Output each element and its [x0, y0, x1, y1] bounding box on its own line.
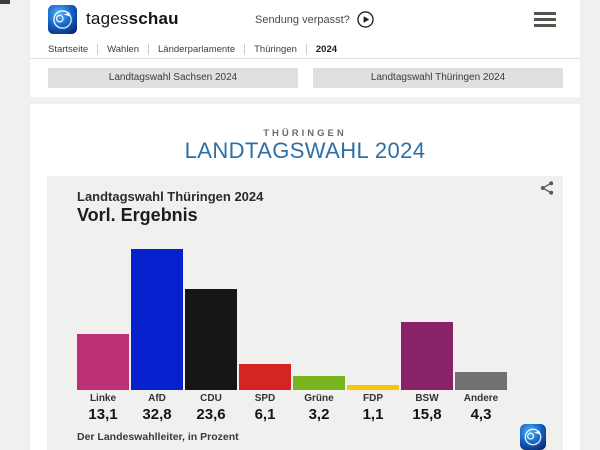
brand-regular: tages — [86, 9, 129, 28]
party-value: 6,1 — [254, 406, 276, 423]
tagesschau-logo-icon[interactable] — [48, 5, 77, 34]
breadcrumb-item-laenderparlamente[interactable]: Länderparlamente — [158, 43, 236, 55]
brand-wordmark[interactable]: tagesschau — [86, 9, 179, 29]
page-title: LANDTAGSWAHL 2024 — [184, 138, 426, 163]
party-column-andere: Andere 4,3 — [455, 249, 507, 423]
chart-title: Landtagswahl Thüringen 2024 — [77, 189, 264, 204]
header-section: tagesschau Sendung verpasst? Startseite … — [30, 0, 580, 97]
breadcrumb-divider — [148, 43, 149, 55]
party-label: FDP — [363, 393, 383, 404]
breadcrumb-divider — [97, 43, 99, 55]
bar-spd — [239, 363, 291, 390]
bar-grüne — [293, 376, 345, 390]
party-value: 23,6 — [196, 406, 226, 423]
page-kicker: THÜRINGEN — [263, 128, 347, 139]
play-icon[interactable] — [357, 11, 374, 28]
party-column-spd: SPD 6,1 — [239, 249, 291, 423]
party-label: SPD — [254, 393, 276, 404]
bar-linke — [77, 333, 129, 390]
bar-andere — [455, 371, 507, 390]
tagesschau-watermark-icon — [520, 424, 546, 450]
party-label: Andere — [463, 393, 499, 404]
screen-edge-artifact — [0, 0, 10, 4]
party-column-bsw: BSW 15,8 — [401, 249, 453, 423]
breadcrumb-item-2024[interactable]: 2024 — [315, 43, 338, 55]
missed-broadcast-label: Sendung verpasst? — [255, 13, 350, 26]
party-column-linke: Linke 13,1 — [77, 249, 129, 423]
brand-bold: schau — [128, 9, 179, 28]
chart-subtitle: Vorl. Ergebnis — [77, 205, 198, 225]
party-label: CDU — [200, 393, 222, 404]
party-value: 13,1 — [88, 406, 118, 423]
menu-icon[interactable] — [534, 12, 556, 28]
breadcrumb-item-startseite[interactable]: Startseite — [48, 43, 89, 55]
breadcrumb: Startseite Wahlen Länderparlamente Thüri… — [48, 41, 346, 57]
breadcrumb-divider-line — [30, 58, 580, 59]
bar-afd — [131, 249, 183, 390]
bar-bsw — [401, 322, 453, 390]
party-label: Linke — [89, 393, 117, 404]
breadcrumb-divider — [244, 43, 246, 55]
missed-broadcast-link[interactable]: Sendung verpasst? — [255, 11, 374, 28]
breadcrumb-divider — [305, 43, 307, 55]
tab-landtagswahl-thueringen[interactable]: Landtagswahl Thüringen 2024 — [313, 68, 563, 88]
party-value: 4,3 — [470, 406, 492, 423]
party-value: 32,8 — [142, 406, 172, 423]
chart-source: Der Landeswahlleiter, in Prozent — [77, 431, 239, 443]
party-column-afd: AfD 32,8 — [131, 249, 183, 423]
party-value: 3,2 — [308, 406, 330, 423]
share-icon[interactable] — [539, 180, 555, 196]
party-column-cdu: CDU 23,6 — [185, 249, 237, 423]
bar-fdp — [347, 385, 399, 390]
main-content: THÜRINGEN LANDTAGSWAHL 2024 Landtagswahl… — [30, 104, 580, 450]
breadcrumb-item-wahlen[interactable]: Wahlen — [107, 43, 139, 55]
party-column-fdp: FDP 1,1 — [347, 249, 399, 423]
party-value: 15,8 — [412, 406, 442, 423]
party-value: 1,1 — [362, 406, 384, 423]
party-label: BSW — [415, 393, 439, 404]
breadcrumb-item-thueringen[interactable]: Thüringen — [254, 43, 297, 55]
party-label: Grüne — [304, 393, 334, 404]
party-label: AfD — [148, 393, 166, 404]
bar-cdu — [185, 288, 237, 390]
bar-columns: Linke 13,1 AfD 32,8 CDU 23,6 SPD 6,1 Grüne 3,2 FDP… — [77, 249, 507, 423]
party-column-grüne: Grüne 3,2 — [293, 249, 345, 423]
results-chart-card: Landtagswahl Thüringen 2024 Vorl. Ergebn… — [47, 176, 563, 450]
tab-landtagswahl-sachsen[interactable]: Landtagswahl Sachsen 2024 — [48, 68, 298, 88]
